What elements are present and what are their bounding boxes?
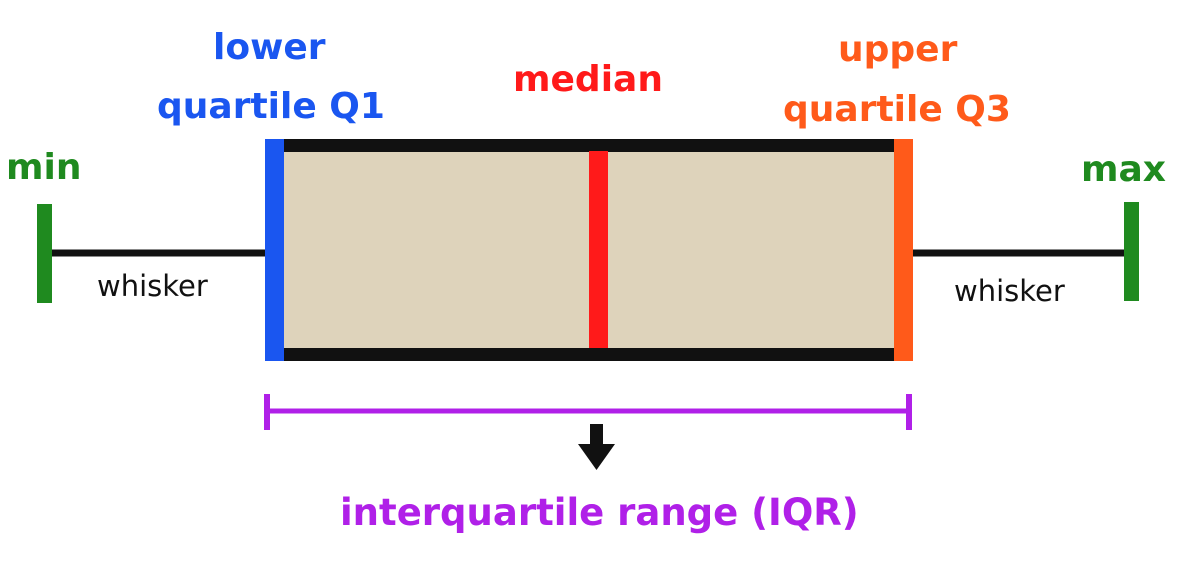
right-whisker-label: whisker <box>954 274 1065 308</box>
median-line <box>589 151 608 348</box>
iqr-label: interquartile range (IQR) <box>340 491 859 534</box>
upper-q3-label-line1: upper <box>838 29 958 70</box>
lower-q1-label-line1: lower <box>213 27 326 68</box>
upper-q3-label-line2: quartile Q3 <box>783 89 1011 130</box>
lower-q1-label-line2: quartile Q1 <box>157 86 385 127</box>
iqr-box <box>272 145 902 356</box>
max-label: max <box>1081 149 1167 190</box>
max-cap <box>1124 202 1139 301</box>
left-whisker-label: whisker <box>97 269 208 303</box>
down-arrow-head <box>578 444 615 470</box>
q3-line <box>894 139 913 361</box>
median-label: median <box>513 59 663 100</box>
min-cap <box>37 204 52 303</box>
box-top-edge <box>272 139 902 152</box>
down-arrow-shaft <box>590 424 603 446</box>
box-bottom-edge <box>272 348 902 361</box>
q1-line <box>265 139 284 361</box>
min-label: min <box>6 147 82 188</box>
